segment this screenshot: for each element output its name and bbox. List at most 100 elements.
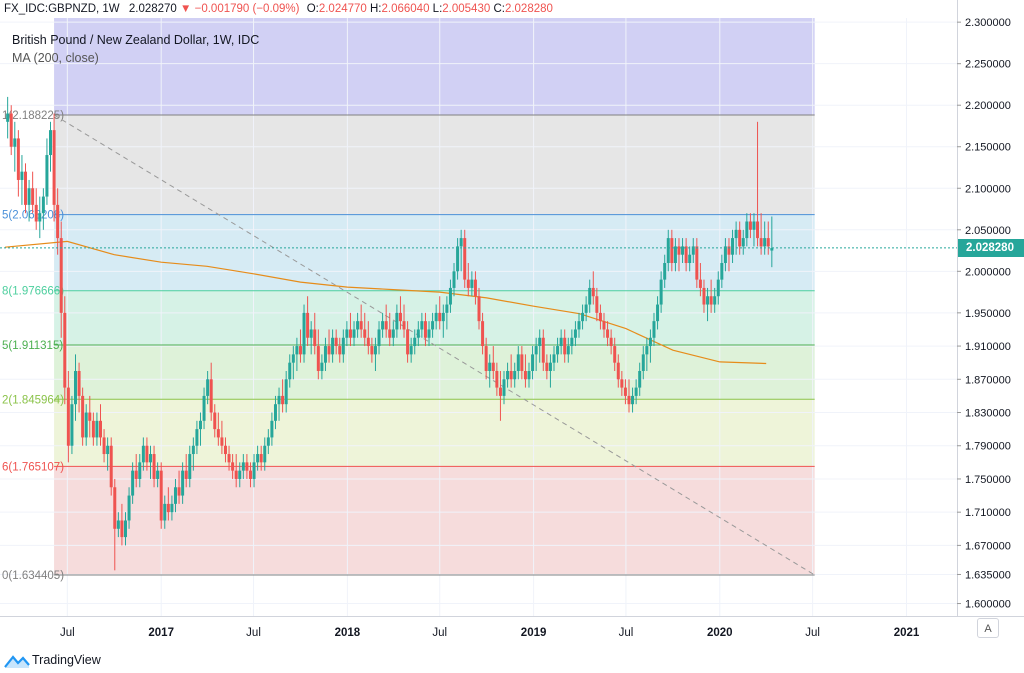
time-axis: Jul 2017 Jul 2018 Jul 2019 Jul 2020 Jul 2021: [60, 627, 920, 639]
candle: [509, 354, 513, 388]
candle: [627, 379, 631, 413]
candle: [634, 379, 638, 405]
candle: [584, 296, 588, 322]
candle-body: [420, 321, 424, 330]
candle-body: [120, 520, 124, 538]
candle: [570, 329, 574, 355]
candle-body: [634, 387, 638, 396]
candle-body: [13, 138, 17, 147]
candle: [95, 412, 99, 446]
candle-body: [763, 238, 767, 247]
candle: [538, 329, 542, 363]
candle: [63, 296, 67, 405]
candle: [320, 354, 324, 380]
candle: [70, 395, 74, 455]
candle: [381, 312, 385, 338]
candle: [559, 329, 563, 355]
indicator-label[interactable]: MA (200, close): [12, 51, 99, 65]
candle: [6, 96, 10, 139]
candle-body: [706, 296, 710, 305]
candle-body: [181, 470, 185, 496]
change-arrow: ▼: [180, 3, 192, 15]
candle: [641, 346, 645, 380]
candle: [431, 312, 435, 338]
candle: [638, 362, 642, 396]
candle: [298, 329, 302, 363]
candle-body: [356, 321, 360, 330]
candle: [384, 304, 388, 338]
candle-body: [373, 346, 377, 355]
candle-body: [720, 263, 724, 280]
candle: [438, 296, 442, 330]
candle: [695, 238, 699, 288]
candle: [273, 395, 277, 430]
candle-body: [456, 246, 460, 272]
candle: [698, 263, 702, 297]
price-tick-label: 1.635000: [965, 569, 1011, 581]
candle-body: [270, 420, 274, 438]
candle-body: [613, 346, 617, 363]
time-tick-label: 2018: [335, 627, 361, 639]
candle: [684, 238, 688, 272]
candle-body: [652, 321, 656, 338]
candle-body: [209, 379, 213, 413]
candle-body: [127, 495, 131, 521]
candle-body: [531, 354, 535, 371]
candle: [602, 312, 606, 338]
tradingview-brand[interactable]: TradingView: [32, 653, 101, 667]
candle-body: [284, 379, 288, 405]
candle: [163, 495, 167, 529]
candle: [327, 329, 331, 363]
candle-body: [352, 329, 356, 338]
candle: [463, 229, 467, 288]
candle-body: [131, 470, 135, 496]
candle: [88, 395, 92, 438]
candle: [191, 437, 195, 471]
candle-body: [66, 387, 70, 446]
auto-scale-button[interactable]: A: [977, 618, 999, 638]
candle: [541, 329, 545, 371]
candle-body: [659, 279, 663, 305]
candle-body: [745, 221, 749, 239]
candle-body: [277, 395, 281, 405]
candle: [498, 370, 502, 421]
candle-body: [506, 370, 510, 380]
candle: [456, 238, 460, 280]
candle: [441, 304, 445, 338]
tradingview-logo-icon[interactable]: [4, 654, 30, 668]
candle-body: [266, 437, 270, 446]
candle-body: [391, 329, 395, 338]
candle: [513, 362, 517, 388]
candle: [470, 271, 474, 297]
candle: [738, 221, 742, 255]
candle: [616, 354, 620, 388]
candle-body: [441, 312, 445, 322]
candle: [688, 246, 692, 272]
legend: British Pound / New Zealand Dollar, 1W, …: [12, 31, 259, 67]
candle-body: [602, 321, 606, 330]
candle-body: [488, 362, 492, 371]
candle-body: [98, 420, 102, 438]
candle-body: [684, 246, 688, 264]
candle: [91, 412, 95, 446]
candle-body: [431, 321, 435, 330]
candle: [373, 337, 377, 371]
candle: [338, 337, 342, 363]
candle-body: [248, 470, 252, 479]
candle: [284, 370, 288, 413]
candle: [248, 462, 252, 488]
candle: [691, 238, 695, 264]
candle-body: [49, 130, 53, 156]
candle: [402, 304, 406, 338]
symbol-label[interactable]: FX_IDC:GBPNZD, 1W: [4, 3, 120, 15]
candle-body: [291, 354, 295, 363]
candle-body: [481, 321, 485, 347]
candle: [209, 362, 213, 421]
time-tick-label: 2019: [521, 627, 547, 639]
candle-body: [563, 337, 567, 355]
candle: [623, 379, 627, 405]
chart-canvas[interactable]: 1(2.188225) 5(2.068208) 8(1.976666) 5(1.911…: [0, 0, 1024, 650]
candle-body: [416, 329, 420, 338]
candle-body: [159, 470, 163, 521]
candle: [148, 445, 152, 479]
